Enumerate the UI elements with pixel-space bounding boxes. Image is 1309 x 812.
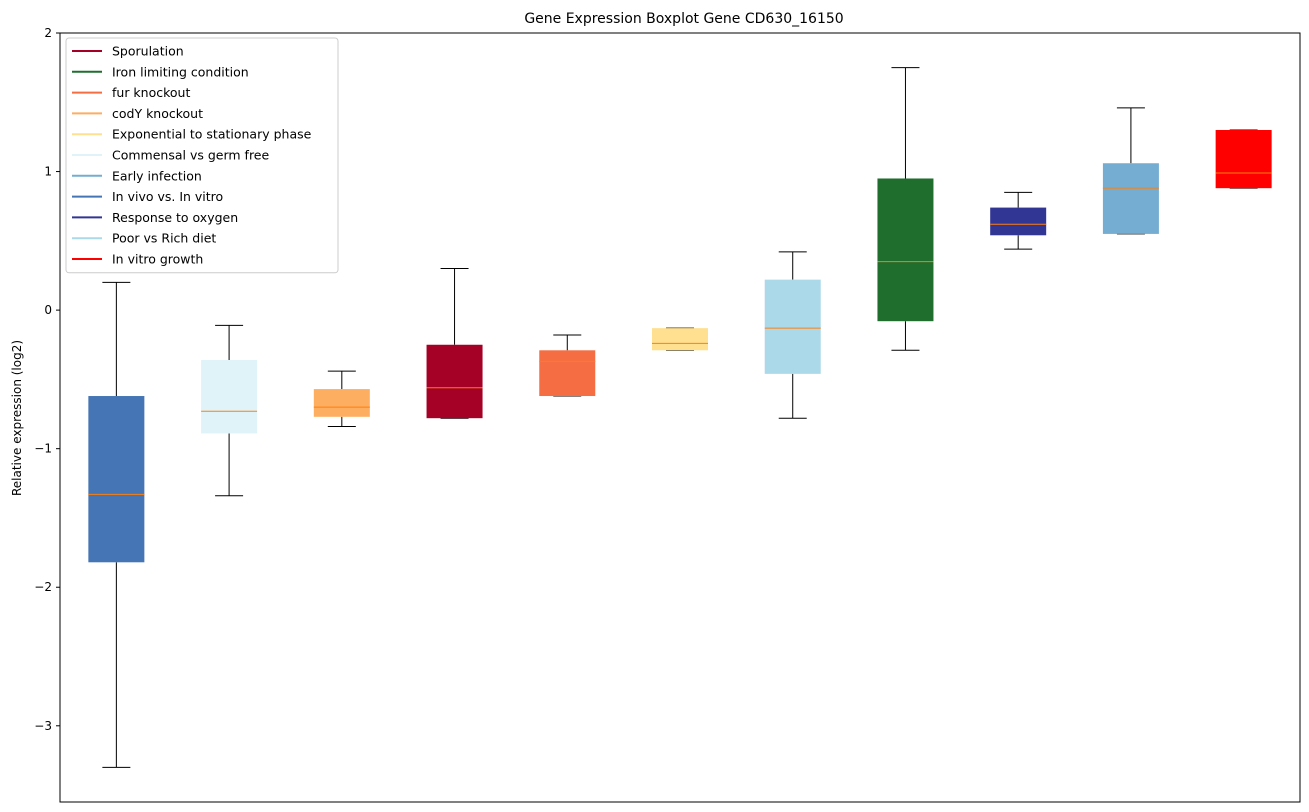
chart-title: Gene Expression Boxplot Gene CD630_16150 (524, 11, 843, 27)
box-iqr (652, 328, 708, 351)
legend-label: In vitro growth (112, 252, 203, 267)
box-group (764, 251, 821, 419)
legend-label: Response to oxygen (112, 210, 238, 225)
y-tick-label: 2 (44, 26, 52, 40)
legend-label: fur knockout (112, 85, 190, 100)
box-group (877, 67, 934, 351)
box-group (990, 191, 1047, 250)
box-iqr (313, 389, 370, 417)
box-group (426, 268, 483, 419)
legend: Sporulation Iron limiting condition fur kn… (65, 37, 339, 274)
legend-label: Early infection (112, 168, 202, 183)
legend-label: Poor vs Rich diet (112, 231, 216, 246)
box-group (313, 370, 370, 428)
box-group (201, 324, 258, 497)
box-iqr (1215, 129, 1272, 189)
box-iqr (539, 350, 596, 397)
box-iqr (88, 396, 145, 563)
y-tick-label: −3 (34, 719, 52, 733)
legend-label: Sporulation (112, 44, 184, 59)
legend-label: Iron limiting condition (112, 64, 249, 79)
box-iqr (1102, 163, 1159, 234)
box-iqr (201, 359, 258, 434)
boxes-layer (88, 67, 1272, 768)
y-axis-label: Relative expression (log2) (10, 340, 24, 496)
box-group (1102, 107, 1159, 235)
y-axis-ticks: 2 1 0 −1 −2 −3 (34, 26, 60, 733)
y-tick-label: 0 (44, 303, 52, 317)
box-iqr (990, 207, 1047, 236)
legend-label: Commensal vs germ free (112, 148, 269, 163)
box-iqr (764, 279, 821, 374)
y-tick-label: 1 (44, 165, 52, 179)
legend-frame (65, 37, 339, 274)
box-group (1215, 129, 1272, 189)
box-group (88, 281, 145, 768)
y-tick-label: −1 (34, 442, 52, 456)
box-iqr (426, 344, 483, 419)
box-group (539, 334, 596, 397)
box-group (652, 327, 708, 351)
legend-label: Exponential to stationary phase (112, 127, 312, 142)
legend-label: In vivo vs. In vitro (112, 189, 223, 204)
plot-frame (59, 32, 1301, 803)
box-iqr (877, 178, 934, 322)
y-tick-label: −2 (34, 580, 52, 594)
legend-label: codY knockout (112, 106, 203, 121)
